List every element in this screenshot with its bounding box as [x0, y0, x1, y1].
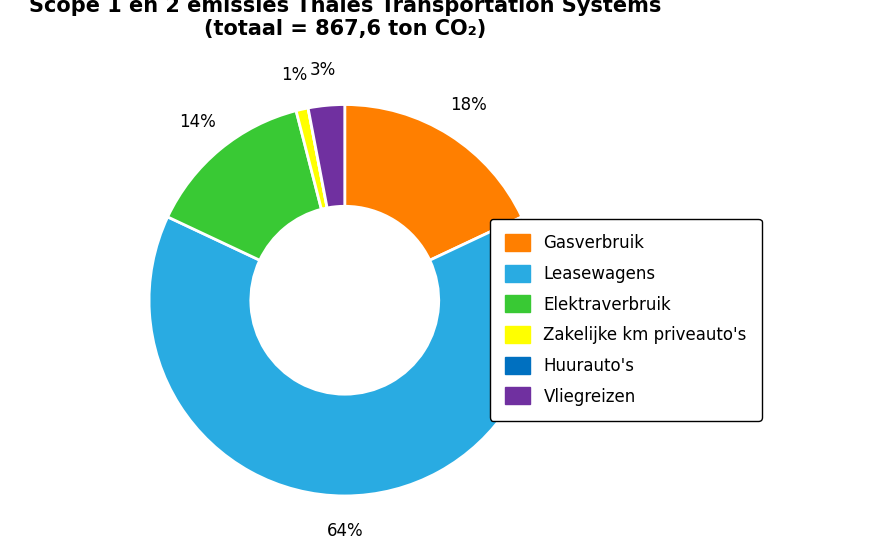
Wedge shape [345, 105, 522, 260]
Text: 18%: 18% [450, 96, 487, 114]
Legend: Gasverbruik, Leasewagens, Elektraverbruik, Zakelijke km priveauto's, Huurauto's,: Gasverbruik, Leasewagens, Elektraverbrui… [490, 219, 762, 420]
Text: 1%: 1% [281, 66, 308, 84]
Wedge shape [309, 108, 327, 208]
Text: 64%: 64% [326, 522, 363, 540]
Wedge shape [309, 105, 345, 208]
Title: Scope 1 en 2 emissies Thales Transportation Systems
(totaal = 867,6 ton CO₂): Scope 1 en 2 emissies Thales Transportat… [28, 0, 661, 39]
Text: 14%: 14% [179, 113, 216, 131]
Text: 3%: 3% [310, 61, 336, 80]
Wedge shape [168, 111, 322, 260]
Wedge shape [149, 217, 540, 496]
Wedge shape [296, 108, 327, 209]
